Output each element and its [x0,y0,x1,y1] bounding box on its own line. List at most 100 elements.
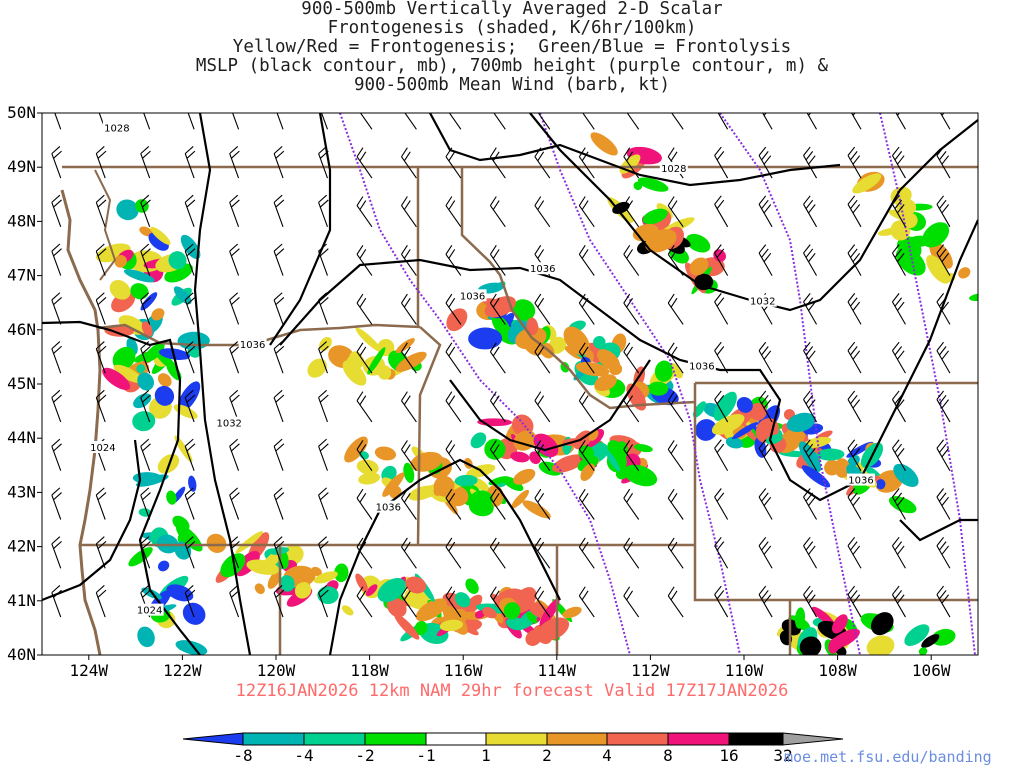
wind-barb [891,439,906,471]
wind-barb [847,488,862,520]
frontogenesis-cell [182,602,206,625]
frontogenesis-cell [116,199,139,221]
wind-barb [847,113,862,130]
frontogenesis-cell [367,347,386,375]
wind-barb [891,585,906,618]
frontogenesis-cell [536,617,570,642]
frontogenesis-cell [317,586,339,605]
wind-barb [714,439,729,471]
lat-tick-label: 50N [7,103,36,122]
lat-tick-label: 49N [7,157,36,176]
wind-barb [445,293,462,325]
colorbar-tick-label: -1 [416,746,435,765]
frontogenesis-cell [141,321,153,337]
wind-barb [578,196,595,228]
wind-barb [229,341,240,374]
wind-barb [623,537,640,569]
frontogenesis-cell [594,374,617,392]
wind-barb [273,389,285,423]
frontogenesis-cell [711,414,745,435]
wind-barb [891,536,906,569]
wind-barb [401,113,417,130]
frontogenesis-cell [154,385,175,406]
wind-barb [51,146,62,179]
wind-barb [140,292,151,325]
title-line-1: 900-500mb Vertically Averaged 2-D Scalar [301,0,723,19]
wind-barb [356,147,373,179]
mslp-contour-3 [279,219,978,502]
wind-barb [758,146,773,179]
wind-barb [936,146,951,179]
wind-barb [140,113,151,130]
wind-barb [847,585,862,618]
wind-barb [623,293,640,325]
frontogenesis-cell [866,635,895,655]
frontogenesis-cell [482,607,497,619]
wind-barb [184,292,196,325]
wind-barb [714,146,729,179]
wind-barb [667,537,684,569]
frontogenesis-cell [969,292,978,302]
wind-barb [445,537,462,569]
wind-barb [578,244,595,276]
lat-tick-label: 46N [7,320,36,339]
wind-barb [318,585,329,618]
contour-label: 1024 [137,606,162,617]
wind-barb [667,440,684,472]
wind-barb [936,293,951,325]
wind-barb [318,243,329,276]
wind-barb [936,488,951,520]
wind-barb [184,487,196,520]
height-contour-2 [539,113,741,655]
wind-barb [184,194,196,228]
frontogenesis-cell [294,582,312,599]
wind-barb [356,293,373,325]
wind-barb [623,196,640,228]
wind-barb [803,146,818,179]
frontogenesis-cell [512,299,536,321]
title-line-2: Frontogenesis (shaded, K/6hr/100km) [327,18,697,38]
frontogenesis-cell [220,553,246,578]
wind-barb [534,293,551,325]
lon-tick-label: 114W [538,661,577,680]
wind-barb [936,439,951,471]
lon-tick-label: 124W [70,661,109,680]
height-contour-4 [879,113,976,655]
frontogenesis-cell [468,327,503,350]
wind-barb [534,440,551,472]
wind-barb [401,196,417,228]
frontogenesis-cell [123,269,155,283]
frontogenesis-cell [446,308,468,332]
wind-barb [803,244,818,276]
mslp-contour-8 [429,113,841,187]
lat-tick-label: 42N [7,537,36,556]
frontogenesis-cell [469,490,493,509]
wind-barb [936,585,951,618]
wind-barb [401,586,417,618]
wind-barb [489,440,506,472]
colorbar-segment [303,732,366,746]
wind-barb [578,440,595,472]
frontogenesis-cell [313,571,338,584]
wind-barb [758,585,773,618]
frontogenesis-cell [377,365,392,380]
wind-barb [184,536,196,569]
frontogenesis-cell [246,559,280,575]
frontogenesis-cell [901,212,918,229]
height-contour-3 [719,113,861,655]
frontogenesis-cell [506,617,527,631]
lon-tick-label: 120W [257,661,296,680]
frontogenesis-cell [931,628,956,646]
frontogenesis-cell [921,634,940,648]
frontogenesis-cell [454,592,471,608]
wind-barb [140,487,151,520]
contour-label: 1024 [90,443,115,454]
wind-barb [318,113,328,130]
colorbar-tick-label: 1 [481,746,491,765]
wind-barb [623,113,640,130]
wind-barb [667,391,684,423]
mslp-contours [42,113,978,655]
wind-barb [667,488,684,520]
latitude-axis: 50N 49N 48N 47N 46N 45N 44N 43N 42N 41N 40N [7,103,42,664]
frontogenesis-cell [414,621,428,636]
